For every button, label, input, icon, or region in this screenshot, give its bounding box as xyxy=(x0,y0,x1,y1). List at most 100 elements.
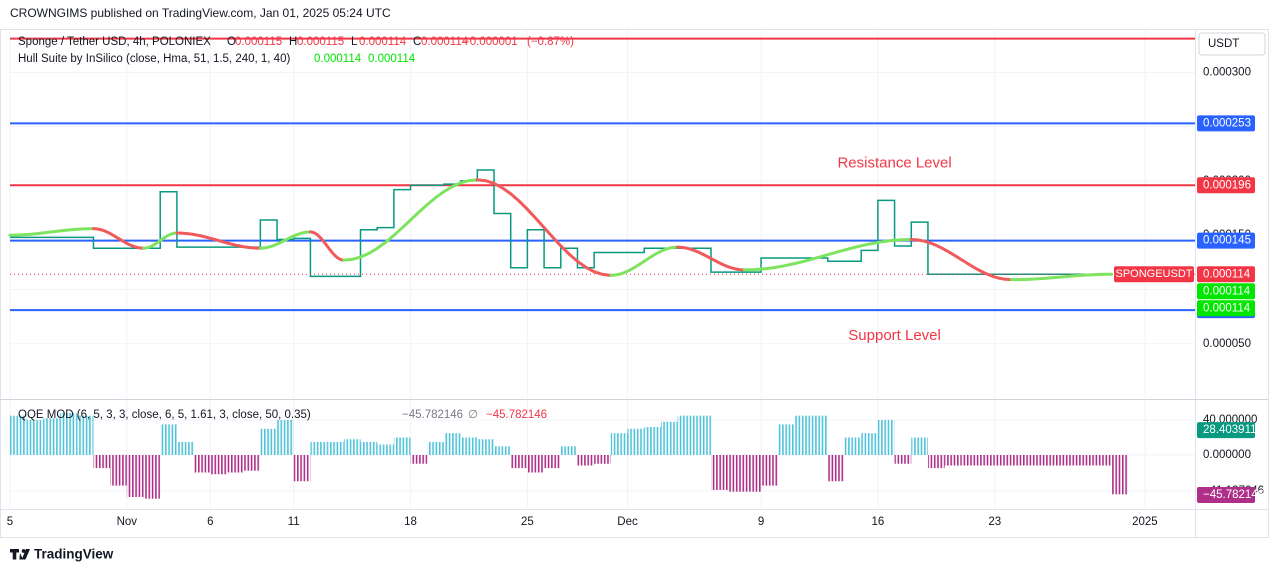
ohlc-key: O xyxy=(227,36,236,48)
qqe-bar xyxy=(627,428,645,456)
qqe-bar xyxy=(193,455,211,473)
hull-segment xyxy=(676,245,746,272)
hull-segment xyxy=(1009,272,1114,282)
level-badge-box xyxy=(1197,232,1255,249)
qqe-bar xyxy=(744,455,762,492)
qqe-bar xyxy=(927,455,945,469)
qqe-bar xyxy=(60,413,77,456)
qqe-bar xyxy=(226,455,244,473)
qqe-bar xyxy=(293,455,311,482)
qqe-bar xyxy=(527,455,545,473)
ohlc-value: 0.000115 xyxy=(235,36,282,48)
hull-segment xyxy=(475,178,613,277)
qqe-value: −45.782146 xyxy=(402,409,463,421)
qqe-bar xyxy=(360,441,378,456)
qqe-bar xyxy=(1044,455,1062,466)
qqe-bar xyxy=(143,455,161,499)
qqe-bar xyxy=(827,455,845,482)
hull-segment xyxy=(175,231,262,250)
x-tick-label: 2025 xyxy=(1132,516,1158,528)
qqe-bar xyxy=(544,455,561,469)
currency-label: USDT xyxy=(1208,38,1239,50)
symbol-tag: SPONGEUSDT xyxy=(1115,268,1192,280)
qqe-bar xyxy=(243,455,261,471)
hull-segment xyxy=(342,178,479,262)
brand-logo xyxy=(9,549,30,560)
level-badge: 0.000253 xyxy=(1203,117,1251,129)
annotation: Resistance Level xyxy=(837,154,951,171)
y-tick-label: 0.000300 xyxy=(1203,66,1251,78)
ohlc-value: 0.000114 xyxy=(421,36,469,48)
level-badge-box xyxy=(1197,177,1255,194)
hull-badge-box xyxy=(1197,283,1255,300)
qqe-bar xyxy=(310,441,328,456)
x-tick-label: 23 xyxy=(988,516,1001,528)
qqe-bar xyxy=(393,437,411,456)
qqe-bar xyxy=(1078,455,1095,466)
qqe-bar xyxy=(710,455,728,490)
qqe-bar xyxy=(377,444,394,456)
qqe-badge-box xyxy=(1197,487,1255,504)
currency-box xyxy=(1198,32,1266,56)
x-tick-label: 9 xyxy=(758,516,764,528)
qqe-bar xyxy=(961,455,979,466)
y-tick-label: 0.000050 xyxy=(1203,338,1251,350)
hull-value: 0.000114 xyxy=(314,53,362,65)
qqe-bar xyxy=(76,415,94,456)
ohlc-value: 0.000114 xyxy=(359,36,407,48)
publish-header: CROWNGIMS published on TradingView.com, … xyxy=(10,6,391,20)
qqe-bar xyxy=(644,427,661,456)
hull-segment xyxy=(142,231,179,250)
grid xyxy=(9,30,1195,508)
qqe-bar xyxy=(160,424,177,456)
hull-segment xyxy=(909,238,1013,282)
qqe-bar xyxy=(1094,455,1112,466)
qqe-bar xyxy=(677,415,695,456)
hull-segment xyxy=(609,245,680,277)
qqe-bar xyxy=(210,455,227,475)
x-tick-label: 25 xyxy=(521,516,534,528)
hull-badge-box xyxy=(1197,300,1255,317)
qqe-bar xyxy=(343,439,361,456)
level-badge: 0.000145 xyxy=(1203,235,1251,247)
qqe-badge: −45.782146 xyxy=(1203,489,1264,501)
qqe-bar xyxy=(126,455,144,497)
qqe-bar xyxy=(877,420,895,456)
qqe-bar xyxy=(43,418,61,456)
qqe-bar xyxy=(410,455,428,464)
qqe-bar xyxy=(610,433,628,456)
annotation: Support Level xyxy=(848,327,941,344)
qqe-bar xyxy=(427,441,444,456)
qqe-bar xyxy=(560,446,578,456)
qqe-bar xyxy=(93,455,111,469)
ohlc-key: C xyxy=(413,36,421,48)
x-tick-label: Nov xyxy=(117,516,138,528)
hull-legend: Hull Suite by InSilico (close, Hma, 51, … xyxy=(18,53,290,65)
qqe-bar xyxy=(978,455,995,466)
ohlc-key: H xyxy=(289,36,297,48)
x-tick-label: 5 xyxy=(7,516,13,528)
last-price-badge: 0.000114 xyxy=(1203,268,1251,280)
change-pct: (−0.87%) xyxy=(527,36,574,48)
hull-segment xyxy=(91,227,146,250)
qqe-bar xyxy=(844,437,862,456)
qqe-bar xyxy=(1028,455,1045,466)
hull-segment xyxy=(308,230,346,262)
qqe-bar xyxy=(443,433,461,456)
qqe-bar xyxy=(510,455,528,469)
ohlc-value: 0.000115 xyxy=(297,36,344,48)
hull-segment xyxy=(258,230,312,250)
hull-badge: 0.000114 xyxy=(1203,302,1251,314)
x-tick-label: 11 xyxy=(288,516,300,528)
qqe-bar xyxy=(861,433,878,456)
symbol-legend: Sponge / Tether USD, 4h, POLONIEX xyxy=(18,36,211,48)
qqe-bar xyxy=(660,421,678,456)
level-badge: 0.000196 xyxy=(1203,179,1251,191)
qqe-bar xyxy=(944,455,962,466)
symbol-tag-box xyxy=(1114,266,1194,283)
qqe-bar xyxy=(277,420,294,456)
qqe-bar xyxy=(1011,455,1029,466)
qqe-bar xyxy=(577,455,595,466)
